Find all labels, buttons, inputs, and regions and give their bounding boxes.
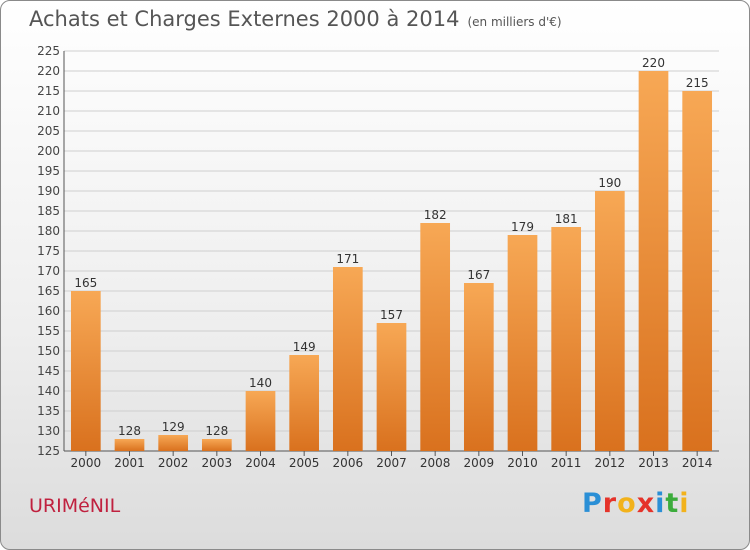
data-label: 182: [424, 208, 447, 222]
x-tick-label: 2011: [551, 456, 582, 470]
logo-letter: i: [679, 488, 690, 519]
logo-letter: x: [636, 488, 656, 519]
y-tick-label: 225: [37, 44, 60, 58]
bar: [158, 435, 189, 451]
data-label: 128: [118, 424, 141, 438]
x-tick-label: 2014: [682, 456, 713, 470]
y-tick-label: 155: [37, 324, 60, 338]
bar: [332, 267, 363, 451]
x-tick-label: 2000: [71, 456, 102, 470]
y-tick-label: 170: [37, 264, 60, 278]
bar: [70, 291, 101, 451]
data-label: 165: [74, 276, 97, 290]
bar: [594, 191, 625, 451]
logo-letter: P: [582, 488, 603, 519]
data-label: 215: [686, 76, 709, 90]
bar: [289, 355, 320, 451]
data-label: 128: [205, 424, 228, 438]
commune-name: URIMéNIL: [29, 495, 121, 517]
x-tick-label: 2001: [114, 456, 145, 470]
data-label: 129: [162, 420, 185, 434]
x-tick-label: 2012: [595, 456, 626, 470]
logo-letter: t: [665, 488, 680, 519]
logo-letter: i: [655, 488, 666, 519]
proxiti-logo: Proxiti: [582, 488, 690, 519]
y-tick-label: 200: [37, 144, 60, 158]
y-tick-label: 130: [37, 424, 60, 438]
y-tick-label: 145: [37, 364, 60, 378]
bar: [114, 439, 145, 451]
bar: [551, 227, 582, 451]
data-label: 179: [511, 220, 534, 234]
y-tick-label: 180: [37, 224, 60, 238]
y-tick-label: 195: [37, 164, 60, 178]
y-tick-label: 220: [37, 64, 60, 78]
chart-unit: (en milliers d'€): [467, 15, 562, 29]
bar: [420, 223, 451, 451]
data-label: 149: [293, 340, 316, 354]
x-tick-label: 2006: [333, 456, 364, 470]
x-tick-label: 2004: [245, 456, 276, 470]
bar: [507, 235, 538, 451]
y-tick-label: 160: [37, 304, 60, 318]
y-tick-label: 210: [37, 104, 60, 118]
bar: [463, 283, 494, 451]
logo-letter: r: [602, 488, 618, 519]
y-tick-label: 165: [37, 284, 60, 298]
data-label: 220: [642, 56, 665, 70]
y-tick-label: 175: [37, 244, 60, 258]
x-tick-label: 2003: [202, 456, 233, 470]
x-tick-label: 2008: [420, 456, 451, 470]
y-tick-label: 125: [37, 444, 60, 458]
chart-title: Achats et Charges Externes 2000 à 2014 (e…: [29, 7, 562, 31]
data-label: 157: [380, 308, 403, 322]
y-tick-label: 135: [37, 404, 60, 418]
bar: [245, 391, 276, 451]
data-label: 171: [336, 252, 359, 266]
bar: [376, 323, 407, 451]
x-tick-label: 2005: [289, 456, 320, 470]
x-tick-label: 2009: [464, 456, 495, 470]
logo-letter: o: [617, 488, 637, 519]
x-tick-label: 2002: [158, 456, 189, 470]
bar: [201, 439, 232, 451]
y-tick-label: 140: [37, 384, 60, 398]
y-tick-label: 205: [37, 124, 60, 138]
bar: [638, 71, 669, 451]
chart-title-text: Achats et Charges Externes 2000 à 2014: [29, 7, 460, 31]
y-tick-label: 215: [37, 84, 60, 98]
y-tick-label: 190: [37, 184, 60, 198]
data-label: 181: [555, 212, 578, 226]
y-tick-label: 150: [37, 344, 60, 358]
x-tick-label: 2007: [376, 456, 407, 470]
bar: [682, 91, 713, 451]
x-tick-label: 2013: [638, 456, 669, 470]
data-label: 140: [249, 376, 272, 390]
x-tick-label: 2010: [507, 456, 538, 470]
data-label: 167: [467, 268, 490, 282]
data-label: 190: [598, 176, 621, 190]
y-tick-label: 185: [37, 204, 60, 218]
